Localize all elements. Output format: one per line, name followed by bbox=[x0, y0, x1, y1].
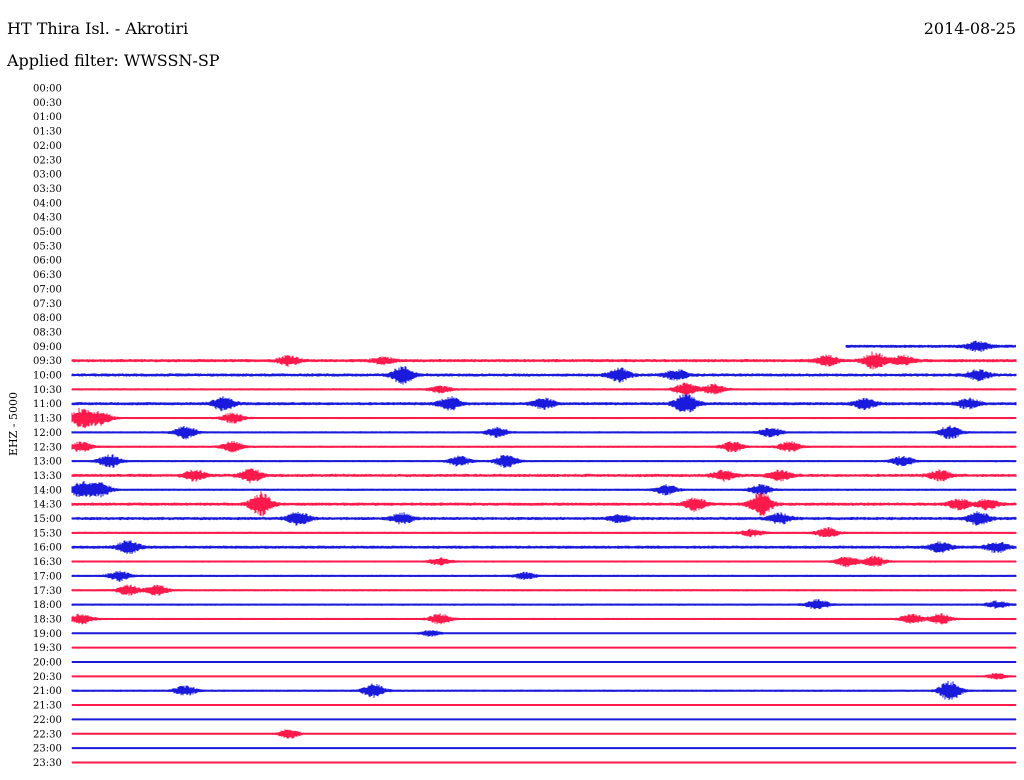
time-tick-label: 09:00 bbox=[33, 342, 62, 353]
time-tick-label: 04:30 bbox=[33, 213, 62, 224]
filter-label: Applied filter: WWSSN-SP bbox=[7, 51, 220, 70]
time-tick-label: 22:30 bbox=[33, 729, 62, 740]
time-tick-label: 07:00 bbox=[33, 284, 62, 295]
time-tick-label: 08:30 bbox=[33, 327, 62, 338]
time-tick-label: 07:30 bbox=[33, 299, 62, 310]
time-tick-label: 14:30 bbox=[33, 500, 62, 511]
time-tick-label: 23:00 bbox=[33, 744, 62, 755]
date-label: 2014-08-25 bbox=[923, 19, 1016, 38]
time-tick-label: 15:00 bbox=[33, 514, 62, 525]
time-tick-label: 03:30 bbox=[33, 184, 62, 195]
time-tick-label: 06:00 bbox=[33, 256, 62, 267]
time-tick-label: 19:00 bbox=[33, 629, 62, 640]
time-tick-label: 20:30 bbox=[33, 672, 62, 683]
time-tick-label: 10:00 bbox=[33, 371, 62, 382]
time-tick-label: 23:30 bbox=[33, 758, 62, 769]
time-tick-label: 02:00 bbox=[33, 141, 62, 152]
time-tick-label: 15:30 bbox=[33, 528, 62, 539]
time-tick-label: 05:00 bbox=[33, 227, 62, 238]
time-tick-label: 21:30 bbox=[33, 701, 62, 712]
time-tick-label: 18:00 bbox=[33, 600, 62, 611]
time-tick-label: 11:00 bbox=[33, 399, 62, 410]
time-tick-label: 05:30 bbox=[33, 241, 62, 252]
time-tick-label: 01:30 bbox=[33, 127, 62, 138]
time-tick-label: 10:30 bbox=[33, 385, 62, 396]
time-tick-label: 19:30 bbox=[33, 643, 62, 654]
time-tick-label: 12:30 bbox=[33, 442, 62, 453]
time-tick-label: 14:00 bbox=[33, 485, 62, 496]
time-tick-label: 08:00 bbox=[33, 313, 62, 324]
time-tick-labels: 00:00 00:30 01:00 01:30 02:00 02:30 03:00 03:30… bbox=[33, 84, 62, 769]
time-tick-label: 11:30 bbox=[33, 414, 62, 425]
time-tick-label: 17:00 bbox=[33, 571, 62, 582]
time-tick-label: 03:00 bbox=[33, 170, 62, 181]
time-tick-label: 13:00 bbox=[33, 457, 62, 468]
time-tick-label: 20:00 bbox=[33, 658, 62, 669]
time-tick-label: 01:00 bbox=[33, 112, 62, 123]
time-tick-label: 22:00 bbox=[33, 715, 62, 726]
time-tick-label: 04:00 bbox=[33, 198, 62, 209]
time-tick-label: 13:30 bbox=[33, 471, 62, 482]
time-tick-label: 00:30 bbox=[33, 98, 62, 109]
time-tick-label: 18:30 bbox=[33, 614, 62, 625]
time-tick-label: 02:30 bbox=[33, 155, 62, 166]
time-tick-label: 06:30 bbox=[33, 270, 62, 281]
time-tick-label: 09:30 bbox=[33, 356, 62, 367]
time-tick-label: 17:30 bbox=[33, 586, 62, 597]
time-tick-label: 21:00 bbox=[33, 686, 62, 697]
station-title: HT Thira Isl. - Akrotiri bbox=[7, 19, 189, 38]
time-tick-label: 12:00 bbox=[33, 428, 62, 439]
time-tick-label: 16:00 bbox=[33, 543, 62, 554]
time-tick-label: 00:00 bbox=[33, 84, 62, 95]
seismogram-traces bbox=[71, 340, 1017, 764]
time-tick-label: 16:30 bbox=[33, 557, 62, 568]
